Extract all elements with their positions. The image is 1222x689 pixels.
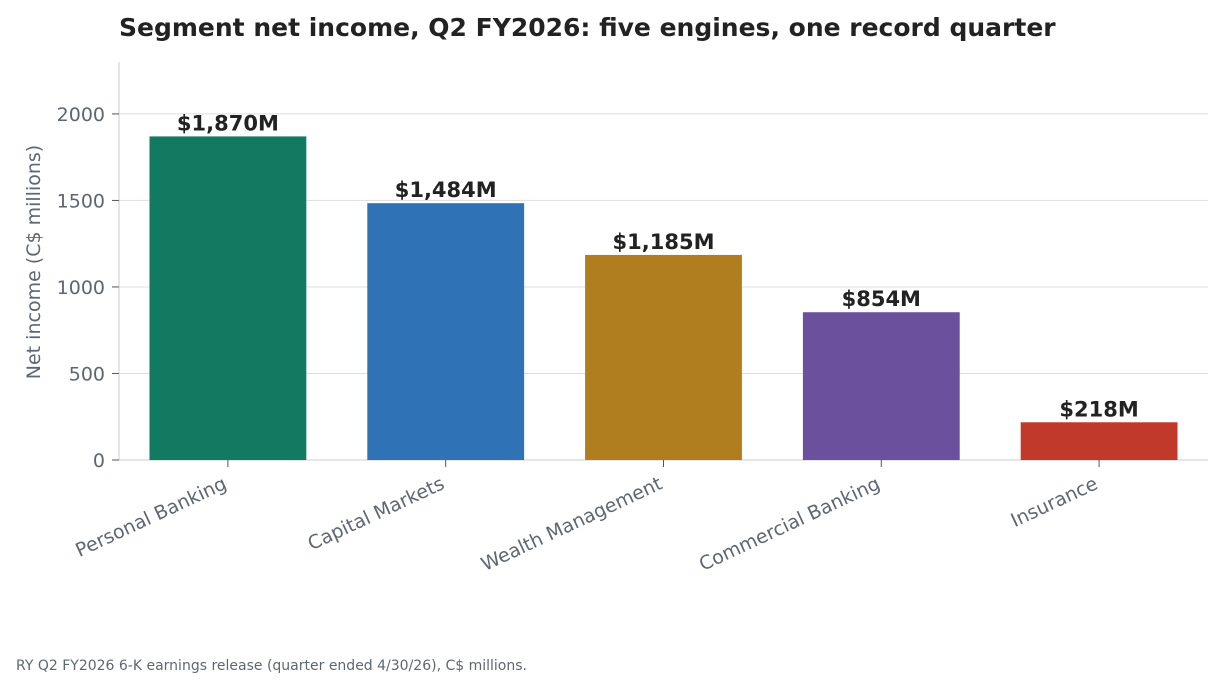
category-label: Personal Banking xyxy=(72,473,230,562)
y-tick-label: 0 xyxy=(93,450,105,472)
y-axis-ticks: 0 500 1000 1500 2000 xyxy=(57,104,119,472)
x-axis-ticks: Personal Banking Capital Markets Wealth Ma… xyxy=(72,460,1101,576)
bar xyxy=(367,203,525,460)
chart-title: Segment net income, Q2 FY2026: five engi… xyxy=(119,13,1056,42)
category-label: Commercial Banking xyxy=(696,473,884,576)
data-label: $854M xyxy=(842,287,921,311)
data-label: $1,870M xyxy=(177,111,279,135)
data-label: $218M xyxy=(1059,397,1138,421)
category-label: Wealth Management xyxy=(478,473,666,576)
data-label: $1,185M xyxy=(613,230,715,254)
bars xyxy=(149,136,1178,460)
y-axis-label: Net income (C$ millions) xyxy=(23,145,45,379)
y-tick-label: 1500 xyxy=(57,190,105,212)
y-tick-label: 1000 xyxy=(57,277,105,299)
category-label: Capital Markets xyxy=(304,473,447,555)
data-labels: $1,870M $1,484M $1,185M $854M $218M xyxy=(177,111,1139,421)
bar xyxy=(585,254,742,460)
y-tick-label: 500 xyxy=(69,363,105,385)
category-label: Insurance xyxy=(1007,473,1101,532)
source-note: RY Q2 FY2026 6-K earnings release (quart… xyxy=(16,658,527,674)
bar xyxy=(149,136,307,460)
bar xyxy=(1020,422,1178,460)
bar xyxy=(802,312,960,460)
y-tick-label: 2000 xyxy=(57,104,105,126)
data-label: $1,484M xyxy=(395,178,497,202)
